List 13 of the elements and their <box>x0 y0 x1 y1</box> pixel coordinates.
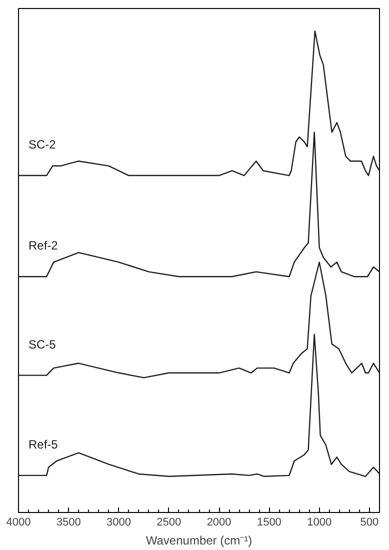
x-tick-label: 2500 <box>156 516 182 528</box>
series-label: Ref-5 <box>28 437 58 452</box>
x-tick-label: 3500 <box>56 516 81 528</box>
x-tick-label: 1500 <box>256 516 282 528</box>
x-tick-label: 4000 <box>6 516 31 528</box>
series-label: Ref-2 <box>28 238 58 253</box>
x-tick-label: 2000 <box>206 516 232 528</box>
x-tick-label: 500 <box>360 516 379 528</box>
series-label: SC-2 <box>28 138 56 152</box>
x-tick-label: 3000 <box>106 516 132 528</box>
series-label: SC-5 <box>28 337 56 352</box>
x-axis-title: Wavenumber (cm⁻¹) <box>146 534 252 548</box>
x-tick-label: 1000 <box>307 516 332 528</box>
